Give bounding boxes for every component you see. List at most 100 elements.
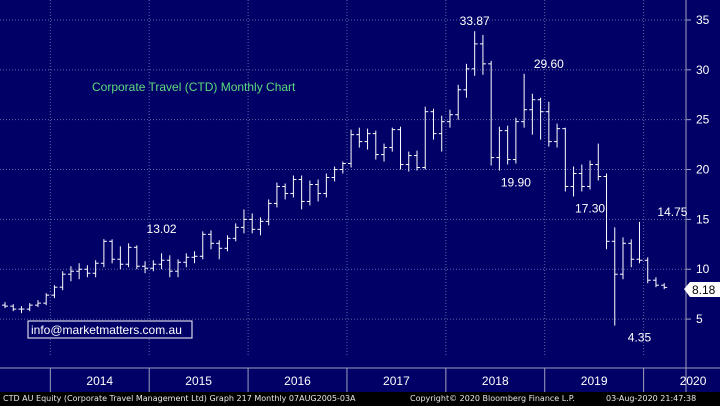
ohlc-bar bbox=[191, 251, 198, 264]
y-tick-label: 20 bbox=[696, 163, 710, 177]
ohlc-bar bbox=[381, 143, 388, 162]
ohlc-bar bbox=[397, 126, 404, 170]
ohlc-bar bbox=[562, 127, 569, 192]
value-annotation: 13.02 bbox=[147, 222, 177, 236]
annotations: 13.02 33.87 19.90 29.60 17.30 14.75 4.35 bbox=[147, 14, 688, 344]
ohlc-bar bbox=[611, 227, 618, 326]
ohlc-bar bbox=[339, 161, 346, 174]
ohlc-bar bbox=[620, 237, 626, 280]
last-price-tag: 8.18 bbox=[684, 282, 720, 297]
ohlc-bar bbox=[430, 108, 437, 140]
ohlc-bar bbox=[59, 271, 66, 291]
ohlc-bar bbox=[364, 128, 371, 150]
axis-background bbox=[686, 0, 720, 357]
value-annotation: 4.35 bbox=[628, 331, 652, 345]
y-tick-label: 15 bbox=[696, 212, 710, 226]
ohlc-bar bbox=[166, 255, 173, 278]
ohlc-bar bbox=[323, 173, 330, 198]
ohlc-bar bbox=[216, 240, 223, 260]
ohlc-bar bbox=[504, 125, 511, 165]
ohlc-bar bbox=[463, 63, 470, 98]
chart-title: Corporate Travel (CTD) Monthly Chart bbox=[92, 80, 296, 94]
ohlc-bar bbox=[529, 93, 536, 135]
ohlc-bar bbox=[603, 173, 610, 250]
ohlc-bar bbox=[298, 175, 305, 210]
ohlc-bar bbox=[183, 253, 190, 268]
x-tick-label: 2019 bbox=[581, 374, 608, 388]
ohlc-bar bbox=[133, 245, 140, 270]
ohlc-bar bbox=[199, 231, 206, 260]
ohlc-bar bbox=[2, 302, 8, 309]
ohlc-bar bbox=[208, 230, 214, 250]
y-tick-label: 35 bbox=[696, 13, 710, 27]
y-tick-label: 10 bbox=[696, 262, 710, 276]
ohlc-bar bbox=[34, 300, 41, 308]
ohlc-bar bbox=[331, 166, 338, 182]
value-annotation: 29.60 bbox=[534, 57, 564, 71]
ohlc-bar bbox=[265, 199, 272, 226]
x-axis: 2014 2015 2016 2017 2018 2019 2020 bbox=[49, 368, 707, 392]
ohlc-bar bbox=[26, 303, 33, 312]
ohlc-bar bbox=[290, 175, 297, 198]
ohlc-bar bbox=[224, 235, 231, 252]
info-link[interactable]: info@marketmatters.com.au bbox=[31, 323, 182, 337]
x-tick-label: 2018 bbox=[482, 374, 509, 388]
y-axis: 5 10 15 20 25 30 35 bbox=[686, 13, 710, 326]
ohlc-bar bbox=[100, 239, 107, 268]
ohlc-bar bbox=[422, 106, 429, 170]
value-annotation: 17.30 bbox=[575, 201, 605, 215]
ohlc-bar bbox=[273, 182, 280, 208]
info-link-box[interactable]: info@marketmatters.com.au bbox=[27, 320, 193, 339]
footer-bar: CTD AU Equity (Corporate Travel Manageme… bbox=[0, 392, 720, 406]
ohlc-bar bbox=[67, 266, 74, 282]
value-annotation: 14.75 bbox=[657, 205, 687, 219]
ohlc-bar bbox=[249, 213, 256, 234]
ohlc-bar bbox=[644, 257, 651, 284]
ohlc-bar bbox=[18, 306, 25, 314]
time-axis-background bbox=[0, 357, 720, 392]
ohlc-bar bbox=[10, 304, 17, 312]
ohlc-bar bbox=[372, 130, 379, 160]
ohlc-bar bbox=[446, 109, 453, 128]
ohlc-bar bbox=[306, 180, 313, 206]
ohlc-bar bbox=[232, 223, 239, 242]
y-tick-label: 5 bbox=[696, 312, 703, 326]
ohlc-bar bbox=[240, 209, 247, 234]
ohlc-bar bbox=[661, 283, 668, 290]
ohlc-bar bbox=[537, 97, 544, 140]
plot-background bbox=[0, 0, 686, 357]
ohlc-bar bbox=[636, 221, 643, 264]
ohlc-bar bbox=[76, 263, 83, 280]
ohlc-bar bbox=[125, 243, 132, 268]
x-tick-label: 2014 bbox=[86, 374, 113, 388]
ohlc-bar bbox=[570, 166, 577, 197]
ohlc-bar bbox=[257, 217, 264, 236]
ohlc-bar bbox=[117, 246, 124, 270]
ohlc-bar bbox=[438, 115, 445, 152]
ohlc-bar bbox=[455, 84, 462, 120]
y-tick-label: 30 bbox=[696, 63, 710, 77]
ohlc-bar bbox=[92, 260, 99, 278]
ohlc-bar bbox=[109, 239, 116, 264]
ohlc-bar bbox=[389, 127, 396, 152]
ohlc-bar bbox=[414, 150, 420, 171]
ohlc-bar bbox=[142, 261, 149, 274]
value-annotation: 33.87 bbox=[460, 14, 490, 28]
ohlc-bar bbox=[405, 151, 412, 172]
ohlc-bar bbox=[628, 239, 635, 268]
ohlc-bar bbox=[282, 183, 289, 200]
value-annotation: 19.90 bbox=[501, 176, 531, 190]
ohlc-bar bbox=[652, 277, 659, 288]
ohlc-chart: 13.02 33.87 19.90 29.60 17.30 14.75 4.35 5 10 15… bbox=[0, 0, 720, 392]
ohlc-bar bbox=[356, 127, 363, 148]
x-tick-label: 2016 bbox=[284, 374, 311, 388]
price-bars bbox=[2, 31, 668, 326]
ohlc-bar bbox=[496, 126, 503, 171]
footer-security-info: CTD AU Equity (Corporate Travel Manageme… bbox=[3, 394, 356, 403]
x-tick-label: 2017 bbox=[383, 374, 410, 388]
ohlc-bar bbox=[158, 253, 165, 270]
ohlc-bar bbox=[348, 129, 355, 168]
ohlc-bar bbox=[315, 179, 322, 202]
ohlc-bar bbox=[51, 285, 58, 299]
ohlc-bar bbox=[578, 164, 585, 192]
